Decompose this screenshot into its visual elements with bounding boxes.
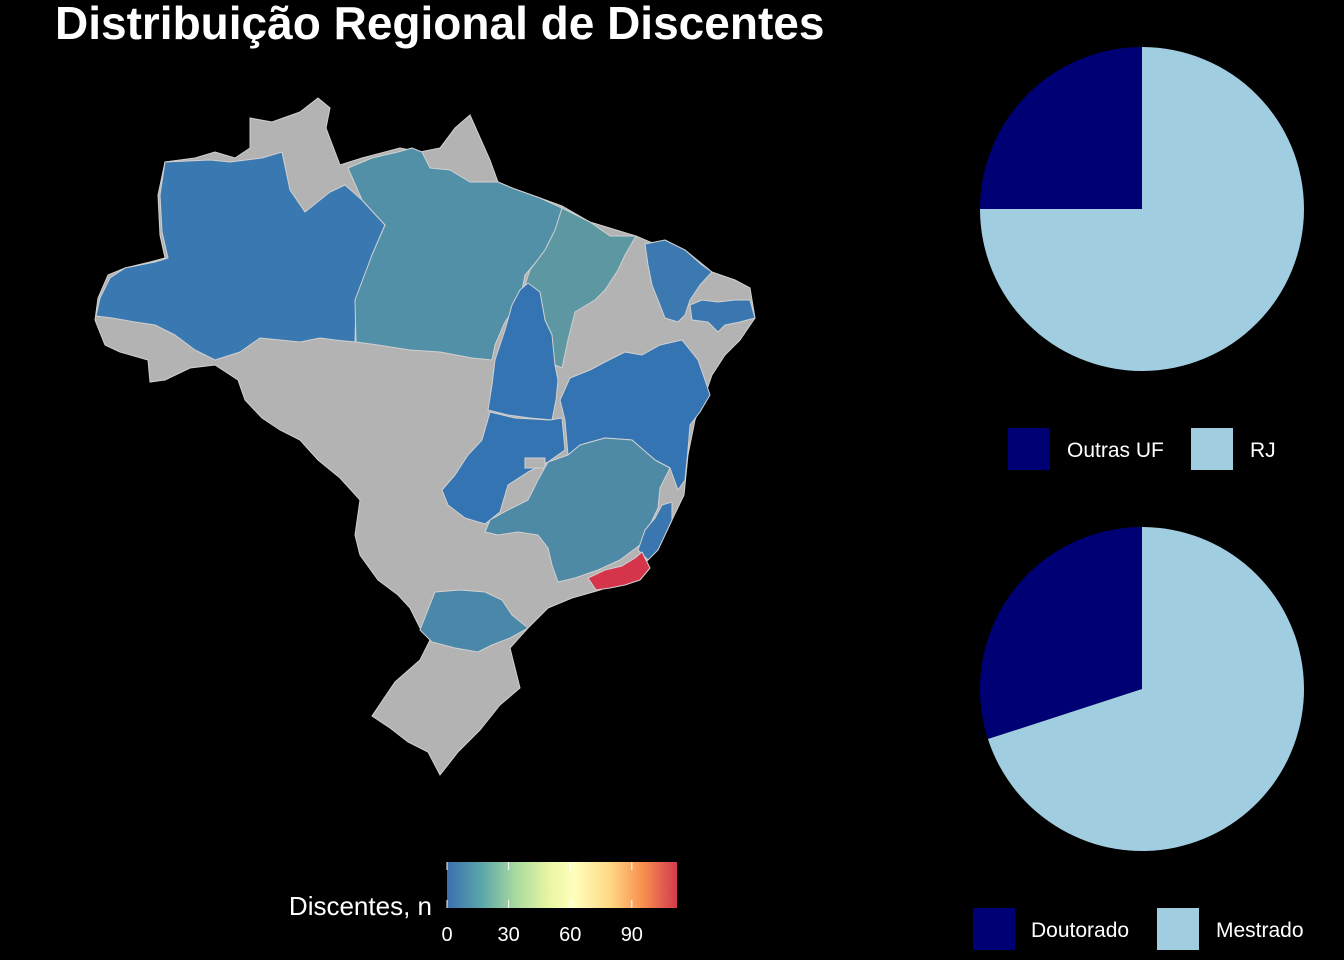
legend-key-rj: [1191, 428, 1233, 470]
pie-chart-level: [979, 527, 1304, 851]
brazil-map: [94, 97, 756, 776]
state-to[interactable]: [487, 282, 559, 421]
state-ce[interactable]: [644, 239, 713, 323]
legend-label-mestrado: Mestrado: [1216, 919, 1304, 942]
page-title: Distribuição Regional de Discentes: [55, 0, 825, 49]
colorbar-tick-label-2: 60: [559, 924, 581, 946]
legend-label-outras-uf: Outras UF: [1067, 439, 1164, 462]
state-rj[interactable]: [587, 551, 651, 591]
colorbar-gradient: [447, 862, 677, 908]
legend-key-mestrado: [1157, 908, 1199, 950]
state-mg[interactable]: [484, 437, 671, 583]
pie-legend-level: Doutorado Mestrado: [973, 908, 1304, 950]
pie-slice-doutorado: [979, 527, 1142, 740]
state-am[interactable]: [95, 151, 386, 361]
pie-slice-mestrado: [987, 527, 1304, 851]
pie-chart-uf: [980, 47, 1304, 371]
legend-key-outras-uf: [1008, 428, 1050, 470]
colorbar-tick-label-3: 90: [621, 924, 643, 946]
legend-label-rj: RJ: [1250, 439, 1276, 462]
colorbar-tick-label-1: 30: [497, 924, 519, 946]
pie-slice-outras-uf: [980, 47, 1142, 209]
state-go[interactable]: [441, 411, 566, 525]
state-es[interactable]: [637, 501, 673, 561]
legend-key-doutorado: [973, 908, 1015, 950]
state-ma[interactable]: [524, 207, 637, 369]
state-pb[interactable]: [689, 299, 756, 333]
pie-slice-rj: [980, 47, 1304, 371]
colorbar-title: Discentes, n: [289, 891, 432, 921]
state-df[interactable]: [524, 457, 546, 469]
pie-legend-uf: Outras UF RJ: [1008, 428, 1276, 470]
legend-label-doutorado: Doutorado: [1031, 919, 1129, 942]
colorbar-tick-label-0: 0: [441, 924, 452, 946]
colorbar-legend: Discentes, n 0 30 60 90: [289, 862, 677, 946]
state-pr[interactable]: [419, 589, 529, 653]
